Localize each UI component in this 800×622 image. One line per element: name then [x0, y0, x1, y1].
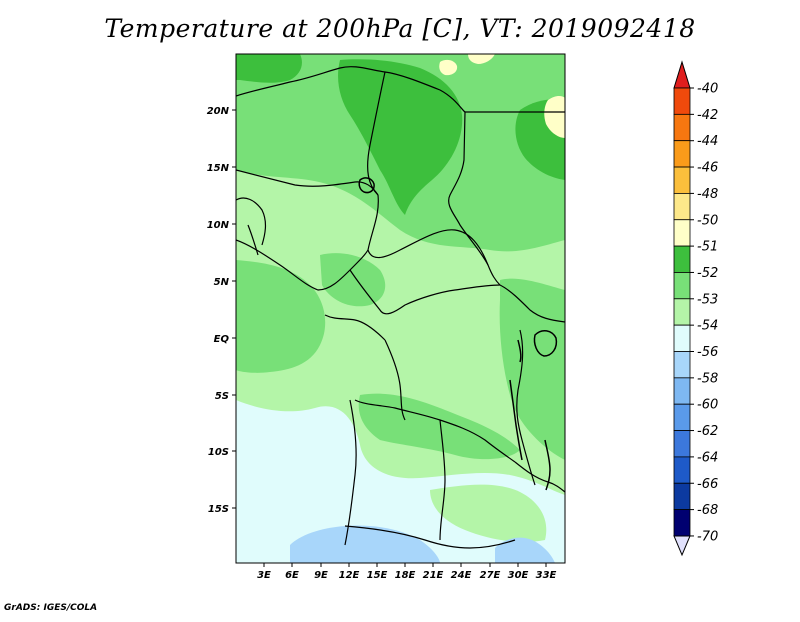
- colorbar-label: -60: [697, 398, 718, 413]
- lakes: [358, 177, 558, 491]
- lat-label: EQ: [214, 334, 230, 345]
- field-warm-patch-3: [544, 95, 565, 138]
- border-namibia: [344, 525, 516, 549]
- lat-axis: 20N 15N 10N 5N EQ 5S 10S 15S: [207, 106, 236, 515]
- lake-victoria: [533, 330, 558, 357]
- lon-label: 33E: [536, 570, 557, 581]
- border-cameroon-gabon: [324, 314, 386, 341]
- colorbar-segment: [673, 113, 691, 142]
- colorbar-label: -40: [697, 82, 718, 97]
- field-warm-patch-2: [468, 54, 495, 64]
- border-angola-north: [344, 399, 357, 546]
- colorbar-label: -42: [697, 108, 718, 123]
- colorbar-label: -54: [697, 319, 718, 334]
- border-nigeria-cameroon: [236, 239, 369, 291]
- colorbar-label: -44: [697, 134, 718, 149]
- colorbar: -40 -42 -44 -46 -48 -50 -51 -52 -53 -54 -56 -58 -60 -…: [673, 60, 718, 557]
- colorbar-segment: [673, 509, 691, 537]
- lon-label: 12E: [339, 570, 360, 581]
- colorbar-segment: [673, 192, 691, 221]
- country-borders: [236, 66, 565, 549]
- colorbar-segment: [673, 245, 691, 273]
- colorbar-label: -56: [697, 345, 718, 360]
- map-title: Temperature at 200hPa [C], VT: 201909241…: [104, 14, 696, 43]
- border-niger-chad: [367, 71, 386, 196]
- colorbar-segment: [673, 140, 691, 168]
- lat-label: 10N: [207, 220, 230, 231]
- colorbar-label: -70: [697, 529, 718, 544]
- colorbar-label: -46: [697, 161, 718, 176]
- lat-label: 20N: [207, 106, 230, 117]
- colorbar-label: -68: [697, 503, 718, 518]
- colorbar-label: -48: [697, 187, 718, 202]
- field-patch-south-central: [358, 393, 520, 460]
- lat-label: 5S: [215, 391, 229, 402]
- colorbar-segment: [673, 482, 691, 511]
- border-chad-sudan: [448, 111, 501, 286]
- lake-chad: [358, 177, 375, 194]
- colorbar-label: -52: [697, 266, 718, 281]
- field-cold-patch-west: [290, 525, 440, 563]
- border-nigeria-niger: [236, 169, 379, 196]
- field-warm-core: [338, 59, 463, 215]
- lake-malawi: [544, 439, 551, 491]
- lon-label: 15E: [367, 570, 388, 581]
- colorbar-segment: [673, 324, 691, 352]
- border-car-sudan: [499, 284, 565, 323]
- field-patch-northwest: [236, 260, 326, 373]
- colorbar-segment: [673, 272, 691, 300]
- lake-albert: [517, 339, 522, 363]
- colorbar-label: -64: [697, 450, 718, 465]
- lon-label: 24E: [451, 570, 472, 581]
- field-warm-patch-1: [439, 59, 458, 76]
- border-chad-car: [367, 194, 489, 266]
- field-cold-patch-east: [495, 537, 555, 563]
- field-patch-east: [499, 278, 565, 460]
- border-congo: [384, 339, 406, 421]
- border-cameroon-car: [349, 269, 501, 315]
- colorbar-bottom-triangle: [673, 535, 691, 557]
- field-patch-central: [320, 253, 386, 307]
- border-west-1: [236, 197, 267, 246]
- colorbar-segment: [673, 377, 691, 405]
- colorbar-segment: [673, 219, 691, 247]
- colorbar-top-triangle: [673, 60, 691, 89]
- grads-credit: GrADS: IGES/COLA: [4, 603, 98, 613]
- colorbar-label: -50: [697, 213, 718, 228]
- map-frame: [235, 53, 566, 564]
- lat-label: 10S: [208, 447, 229, 458]
- border-north-1: [236, 66, 466, 113]
- lat-label: 15N: [207, 163, 230, 174]
- colorbar-segment: [673, 403, 691, 431]
- colorbar-label: -53: [697, 292, 718, 307]
- field-patch-south-green: [430, 484, 547, 542]
- colorbar-label: -51: [697, 240, 718, 255]
- colorbar-label: -58: [697, 371, 718, 386]
- colorbar-segment: [673, 456, 691, 484]
- border-drc-east: [516, 329, 536, 486]
- lon-label: 18E: [395, 570, 416, 581]
- lon-label: 3E: [257, 570, 271, 581]
- colorbar-segment: [673, 351, 691, 379]
- lon-label: 9E: [314, 570, 328, 581]
- border-angola-zambia: [439, 419, 446, 541]
- colorbar-label: -66: [697, 477, 718, 492]
- border-west-2: [247, 224, 259, 256]
- field-warm-core-nw: [236, 54, 302, 83]
- lon-axis: 3E 6E 9E 12E 15E 18E 21E 24E 27E 30E 33E: [257, 563, 557, 581]
- lon-label: 30E: [508, 570, 529, 581]
- lon-label: 6E: [285, 570, 299, 581]
- lat-label: 15S: [208, 504, 229, 515]
- lon-label: 21E: [423, 570, 444, 581]
- lon-label: 27E: [480, 570, 501, 581]
- colorbar-segment: [673, 298, 691, 326]
- lake-tanganyika: [509, 379, 523, 461]
- colorbar-segment: [673, 166, 691, 194]
- colorbar-segment: [673, 430, 691, 458]
- lat-label: 5N: [214, 277, 230, 288]
- colorbar-segment: [673, 87, 691, 115]
- colorbar-label: -62: [697, 424, 718, 439]
